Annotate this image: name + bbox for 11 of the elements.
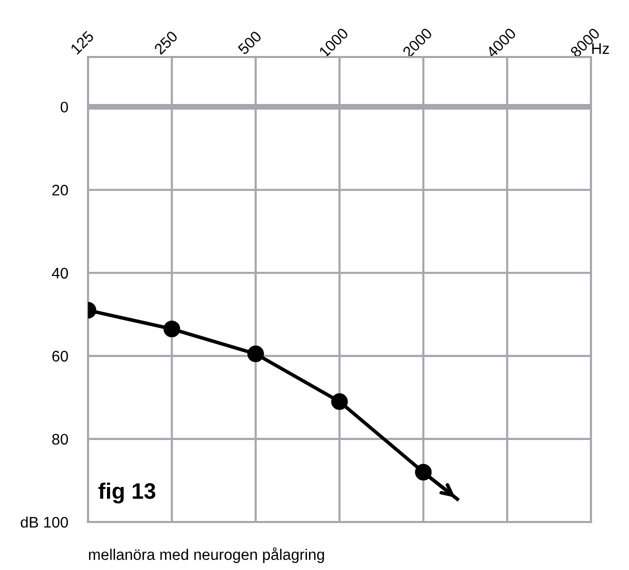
y-tick-label: 20 [52, 184, 68, 196]
y-tick-label: 40 [52, 268, 68, 279]
y-tick-label: dB 100 [20, 516, 68, 528]
x-tick-label: 250 [154, 30, 178, 55]
x-tick-label: 500 [237, 30, 262, 56]
x-tick-label: 125 [70, 30, 94, 55]
annotation: fig 13 [98, 482, 156, 504]
y-tick-label: 0 [60, 102, 68, 113]
text: mellanöra med neurogen pålagring [89, 548, 324, 563]
y-tick-label: 80 [52, 434, 68, 445]
y-tick-label: 60 [52, 350, 68, 362]
